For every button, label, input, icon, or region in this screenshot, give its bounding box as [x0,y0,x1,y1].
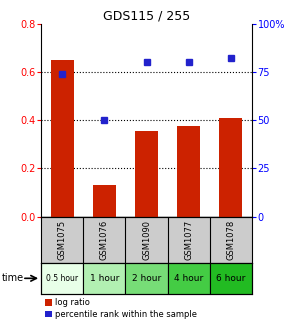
Text: GSM1090: GSM1090 [142,220,151,260]
Bar [177,126,200,217]
Text: GSM1076: GSM1076 [100,219,109,260]
Bar [83,262,125,294]
Bar [219,118,243,217]
Bar [93,185,116,217]
Bar [125,262,168,294]
Text: 4 hour: 4 hour [174,274,203,283]
Bar [50,60,74,217]
Bar [168,262,210,294]
Text: 1 hour: 1 hour [90,274,119,283]
Legend: log ratio, percentile rank within the sample: log ratio, percentile rank within the sa… [45,298,197,319]
Bar [210,262,252,294]
Text: 6 hour: 6 hour [216,274,246,283]
Bar [135,131,158,217]
Text: 2 hour: 2 hour [132,274,161,283]
Text: GSM1075: GSM1075 [58,220,67,260]
Bar [41,262,83,294]
Text: GSM1078: GSM1078 [226,219,235,260]
Text: time: time [1,273,24,283]
Text: GSM1077: GSM1077 [184,219,193,260]
Text: 0.5 hour: 0.5 hour [46,274,78,283]
Title: GDS115 / 255: GDS115 / 255 [103,9,190,23]
